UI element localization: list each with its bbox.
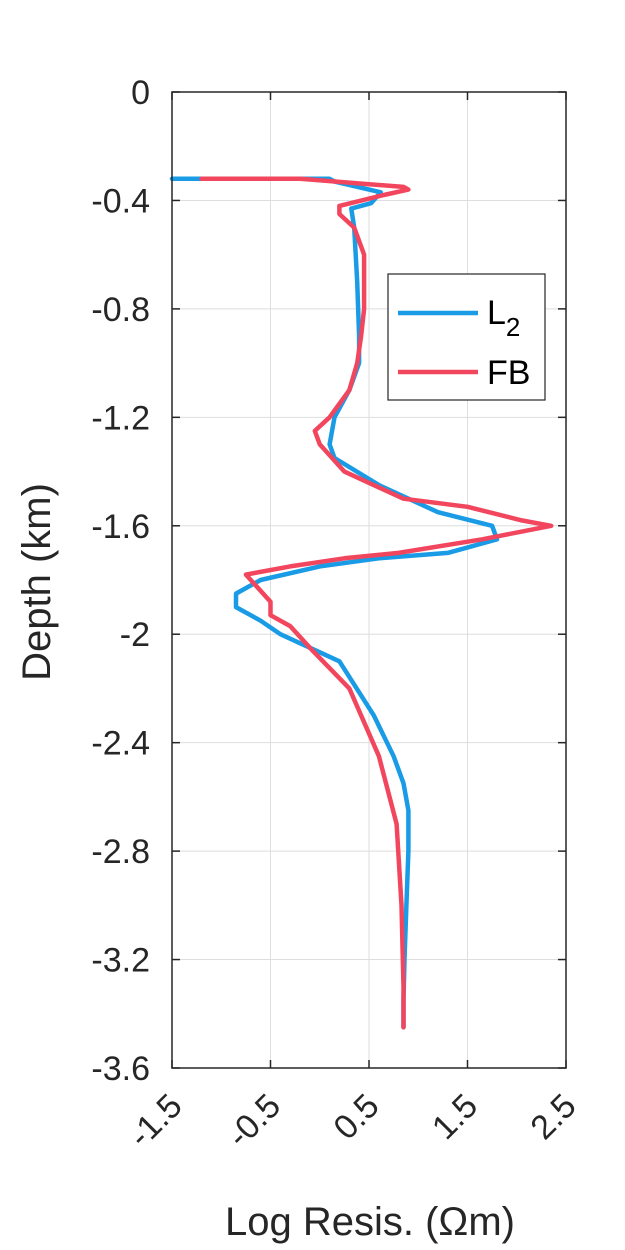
x-tick-label: -0.5	[220, 1087, 288, 1155]
x-tick-label: 0.5	[326, 1087, 386, 1147]
x-axis-label: Log Resis. (Ωm)	[225, 1200, 515, 1244]
series-layer	[169, 176, 554, 1030]
grid	[171, 91, 567, 1069]
y-tick-label: -1.6	[91, 508, 150, 546]
y-tick-label: -0.8	[91, 291, 150, 329]
y-tick-label: -3.6	[91, 1050, 150, 1088]
series-line-fb	[199, 176, 554, 1030]
x-tick-label: -1.5	[121, 1087, 189, 1155]
y-tick-label: -2.4	[91, 725, 150, 763]
y-tick-label: -1.2	[91, 399, 150, 437]
legend-label-fb: FB	[487, 354, 530, 392]
y-tick-label: -2.8	[91, 833, 150, 871]
y-axis-label: Depth (km)	[15, 483, 59, 681]
y-tick-label: -2	[120, 616, 150, 654]
legend-label-l2: L2	[487, 294, 520, 342]
y-tick-label: -3.2	[91, 942, 150, 980]
x-tick-label: 1.5	[425, 1087, 485, 1147]
ticks	[171, 91, 567, 1069]
x-tick-label: 2.5	[523, 1087, 583, 1147]
tick-labels: -1.5 -0.5 0.5 1.5 2.5 0 -0.4 -0.8 -1.2 -1.6 -2 -2.4…	[91, 74, 583, 1155]
legend-box	[387, 273, 546, 401]
y-tick-label: -0.4	[91, 182, 150, 220]
y-tick-label: 0	[131, 74, 150, 112]
legend-label-l2-subscript: 2	[506, 312, 520, 342]
legend: L2 FB	[387, 273, 546, 401]
